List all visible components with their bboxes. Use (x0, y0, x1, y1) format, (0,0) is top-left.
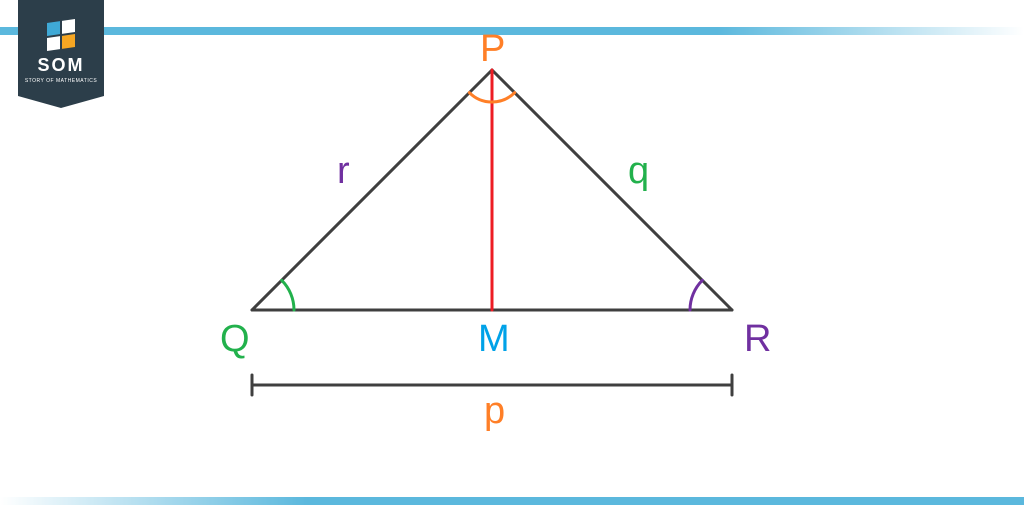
logo-text: SOM (37, 55, 84, 76)
logo-subtitle: STORY OF MATHEMATICS (25, 78, 97, 84)
side-label-p: p (484, 390, 505, 433)
triangle-diagram: P Q R M r q p (232, 50, 792, 455)
side-label-q: q (628, 150, 649, 193)
vertex-label-R: R (744, 318, 771, 361)
top-accent-bar (0, 22, 1024, 30)
vertex-label-Q: Q (220, 318, 250, 361)
side-label-r: r (337, 150, 350, 193)
bottom-accent-bar (0, 492, 1024, 500)
logo-icon (47, 19, 75, 51)
vertex-label-P: P (480, 28, 505, 71)
vertex-label-M: M (478, 318, 510, 361)
logo-badge: SOM STORY OF MATHEMATICS (18, 0, 104, 96)
